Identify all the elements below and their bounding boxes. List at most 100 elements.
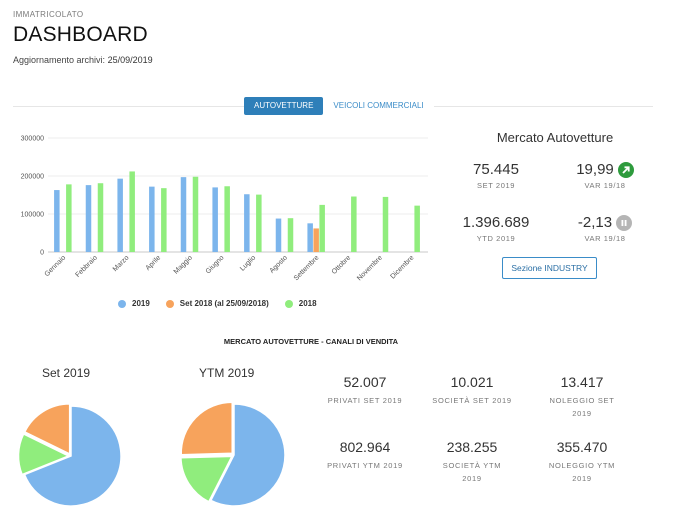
bar-2019-maggio[interactable] xyxy=(180,177,187,252)
stat-societa-ytm-label: SOCIETÀ YTM 2019 xyxy=(442,461,502,483)
kpi-var-set-value: 19,99 xyxy=(576,161,614,178)
bar-2018-gennaio[interactable] xyxy=(66,184,72,252)
y-tick-label: 300000 xyxy=(21,136,44,143)
bar-2019-luglio[interactable] xyxy=(244,194,250,252)
bar-set-settembre[interactable] xyxy=(313,228,319,252)
pie-slice-noleggio[interactable] xyxy=(23,403,71,456)
kpi-ytd-2019: 1.396.689 YTD 2019 xyxy=(446,214,546,243)
pie-set-2019-title: Set 2019 xyxy=(42,366,91,380)
kpi-var-ytd-label: VAR 19/18 xyxy=(584,234,626,243)
kpi-set-2019-value: 75.445 xyxy=(473,161,519,178)
x-tick-label: Ottobre xyxy=(331,254,353,276)
pause-icon xyxy=(616,214,633,231)
stat-noleggio-set-label: NOLEGGIO SET 2019 xyxy=(549,396,615,418)
bar-chart-legend: 2019 Set 2018 (al 25/09/2018) 2018 xyxy=(118,299,317,308)
monthly-registrations-bar-chart: 0 100000 200000 300000 Gennaio Febbraio Marzo A… xyxy=(21,136,428,282)
x-tick-label: Maggio xyxy=(173,254,194,275)
kpi-var-set: 19,99 VAR 19/18 xyxy=(560,161,650,190)
pie-slice-società[interactable] xyxy=(180,455,234,503)
stat-privati-set-label: PRIVATI SET 2019 xyxy=(327,396,403,405)
pie-chart-set-2019 xyxy=(17,403,122,507)
stat-societa-set: 10.021 SOCIETÀ SET 2019 xyxy=(417,374,527,407)
bar-2019-gennaio[interactable] xyxy=(54,190,60,252)
archive-update-label: Aggiornamento archivi: xyxy=(13,55,106,65)
stat-societa-ytm-value: 238.255 xyxy=(446,439,498,455)
tab-veicoli-commerciali[interactable]: VEICOLI COMMERCIALI xyxy=(323,97,434,115)
bar-2018-marzo[interactable] xyxy=(129,171,135,252)
x-tick-label: Novembre xyxy=(356,254,384,282)
kpi-ytd-2019-label: YTD 2019 xyxy=(476,234,516,243)
bar-2018-agosto[interactable] xyxy=(287,218,294,252)
x-tick-label: Aprile xyxy=(145,254,163,272)
bar-2019-aprile[interactable] xyxy=(149,186,155,252)
x-tick-label: Luglio xyxy=(239,254,257,272)
pie-slice-privati[interactable] xyxy=(209,403,286,507)
stat-privati-set-value: 52.007 xyxy=(343,374,387,390)
x-tick-label: Febbraio xyxy=(74,254,99,279)
kpi-var-ytd: -2,13 VAR 19/18 xyxy=(560,214,650,243)
pie-slice-società[interactable] xyxy=(17,433,71,476)
stat-societa-ytm: 238.255 SOCIETÀ YTM 2019 xyxy=(417,439,527,485)
stat-noleggio-ytm-value: 355.470 xyxy=(556,439,608,455)
x-tick-label: Giugno xyxy=(205,254,226,275)
vehicle-tabs: AUTOVETTURE VEICOLI COMMERCIALI xyxy=(244,97,434,115)
stat-societa-set-label: SOCIETÀ SET 2019 xyxy=(432,396,512,405)
y-tick-label: 100000 xyxy=(21,212,44,219)
industry-section-button[interactable]: Sezione INDUSTRY xyxy=(502,257,597,279)
bar-2018-settembre[interactable] xyxy=(319,204,325,252)
stat-privati-ytm-label: PRIVATI YTM 2019 xyxy=(327,461,403,470)
bar-2019-agosto[interactable] xyxy=(275,218,282,252)
page-title: DASHBOARD xyxy=(13,23,148,46)
bar-2019-settembre[interactable] xyxy=(307,223,313,252)
kpi-ytd-2019-value: 1.396.689 xyxy=(462,214,530,231)
arrow-up-right-icon xyxy=(617,161,634,178)
pie-slice-noleggio[interactable] xyxy=(180,401,233,456)
kpi-var-ytd-value: -2,13 xyxy=(577,214,613,231)
market-title: Mercato Autovetture xyxy=(496,130,614,145)
archive-update-date: 25/09/2019 xyxy=(107,55,153,65)
bar-2018-ottobre[interactable] xyxy=(351,196,357,252)
stat-privati-ytm-value: 802.964 xyxy=(339,439,391,455)
legend-item-2019[interactable]: 2019 xyxy=(118,299,150,308)
x-tick-label: Marzo xyxy=(112,254,131,273)
bar-2019-giugno[interactable] xyxy=(212,187,218,252)
x-tick-label: Gennaio xyxy=(44,254,68,278)
kpi-var-set-label: VAR 19/18 xyxy=(584,181,626,190)
section-eyebrow: IMMATRICOLATO xyxy=(13,10,84,19)
stat-privati-set: 52.007 PRIVATI SET 2019 xyxy=(310,374,420,407)
x-tick-label: Dicembre xyxy=(389,254,415,280)
stat-noleggio-ytm: 355.470 NOLEGGIO YTM 2019 xyxy=(527,439,637,485)
stat-privati-ytm: 802.964 PRIVATI YTM 2019 xyxy=(310,439,420,472)
bar-2019-marzo[interactable] xyxy=(117,178,123,252)
bar-2018-febbraio[interactable] xyxy=(97,183,104,252)
legend-label-set-2018: Set 2018 (al 25/09/2018) xyxy=(179,299,269,308)
stat-noleggio-set-value: 13.417 xyxy=(560,374,604,390)
stat-noleggio-ytm-label: NOLEGGIO YTM 2019 xyxy=(548,461,616,483)
legend-item-2018[interactable]: 2018 xyxy=(284,299,317,308)
legend-marker-set-2018 xyxy=(165,299,174,308)
pie-ytm-2019-title: YTM 2019 xyxy=(199,366,255,380)
stat-noleggio-set: 13.417 NOLEGGIO SET 2019 xyxy=(527,374,637,420)
bar-2019-febbraio[interactable] xyxy=(85,185,92,252)
y-tick-label: 200000 xyxy=(21,174,44,181)
sales-channels-title: MERCATO AUTOVETTURE - CANALI DI VENDITA xyxy=(223,337,399,346)
legend-marker-2018 xyxy=(284,299,293,308)
bar-2018-maggio[interactable] xyxy=(192,176,199,252)
archive-update-info: Aggiornamento archivi: 25/09/2019 xyxy=(13,55,153,65)
legend-marker-2019 xyxy=(118,299,126,308)
legend-label-2018: 2018 xyxy=(298,299,317,308)
bar-2018-dicembre[interactable] xyxy=(414,205,420,252)
x-tick-label: Settembre xyxy=(293,254,321,282)
bar-2018-aprile[interactable] xyxy=(161,188,167,252)
legend-item-set-2018[interactable]: Set 2018 (al 25/09/2018) xyxy=(165,299,269,308)
bar-2018-luglio[interactable] xyxy=(256,194,262,252)
legend-label-2019: 2019 xyxy=(132,299,150,308)
y-tick-label: 0 xyxy=(40,250,44,257)
kpi-set-2019: 75.445 SET 2019 xyxy=(452,161,540,190)
tab-autovetture[interactable]: AUTOVETTURE xyxy=(244,97,324,115)
kpi-set-2019-label: SET 2019 xyxy=(476,181,516,190)
x-tick-label: Agosto xyxy=(269,254,289,274)
pie-slice-privati[interactable] xyxy=(23,405,122,507)
bar-2018-novembre[interactable] xyxy=(382,196,389,252)
bar-2018-giugno[interactable] xyxy=(224,186,230,252)
